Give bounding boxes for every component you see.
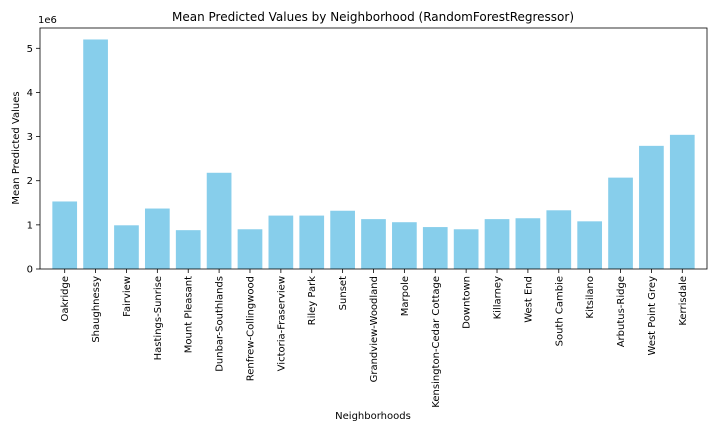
y-tick-label: 1: [27, 220, 33, 231]
x-tick-label: Grandview-Woodland: [369, 276, 380, 382]
x-tick-label: Shaughnessy: [91, 276, 102, 343]
y-tick-label: 4: [27, 88, 33, 99]
x-tick-label: Kitsilano: [585, 276, 596, 319]
x-tick-label: West Point Grey: [647, 276, 658, 356]
x-tick-label: Mount Pleasant: [184, 276, 195, 353]
y-tick-label: 2: [27, 176, 33, 187]
bar: [268, 215, 294, 269]
bar: [639, 145, 664, 269]
bar: [669, 134, 695, 269]
bar: [206, 172, 232, 269]
bar: [484, 219, 510, 269]
bar: [453, 229, 479, 269]
x-tick-label: Marpole: [400, 276, 411, 316]
x-tick-label: Oakridge: [60, 276, 71, 322]
x-tick-label: Renfrew-Collingwood: [245, 276, 256, 381]
y-offset-label: 1e6: [38, 15, 57, 26]
chart-title: Mean Predicted Values by Neighborhood (R…: [172, 10, 574, 24]
bar: [608, 177, 633, 269]
y-tick-label: 0: [27, 265, 33, 276]
x-tick-label: South Cambie: [554, 276, 565, 346]
bar: [361, 219, 386, 269]
x-tick-label: Killarney: [493, 276, 504, 319]
x-tick-label: Kerrisdale: [678, 276, 689, 326]
bar: [144, 208, 170, 269]
x-tick-label: West End: [523, 276, 534, 323]
bar: [237, 229, 263, 269]
x-axis-title: Neighborhoods: [335, 411, 411, 422]
x-tick-label: Hastings-Sunrise: [153, 276, 164, 360]
x-tick-label: Victoria-Fraserview: [276, 276, 287, 371]
plot-area: Oakridge Shaughnessy Fairview Hastings-Sunr…: [27, 27, 708, 408]
bar: [52, 201, 78, 269]
x-tick-label: Arbutus-Ridge: [616, 276, 627, 347]
x-tick-label: Fairview: [122, 276, 133, 317]
bar: [330, 210, 355, 269]
x-tick-label: Sunset: [338, 276, 349, 310]
x-tick-label: Dunbar-Southlands: [215, 276, 226, 372]
y-tick-label: 3: [27, 132, 33, 143]
x-tick-label: Downtown: [462, 276, 473, 329]
bar: [114, 225, 139, 269]
bar: [299, 215, 325, 269]
bar: [546, 210, 572, 269]
plot-frame: [39, 27, 708, 270]
bar: [577, 221, 603, 269]
y-tick-label: 5: [27, 44, 33, 55]
bar: [515, 218, 541, 269]
bar: [83, 39, 108, 270]
bar: [422, 227, 448, 269]
bar: [175, 230, 201, 269]
x-tick-label: Riley Park: [307, 276, 318, 326]
bar: [392, 222, 417, 269]
x-tick-label: Kensington-Cedar Cottage: [431, 276, 442, 408]
y-axis-title: Mean Predicted Values: [11, 91, 22, 204]
